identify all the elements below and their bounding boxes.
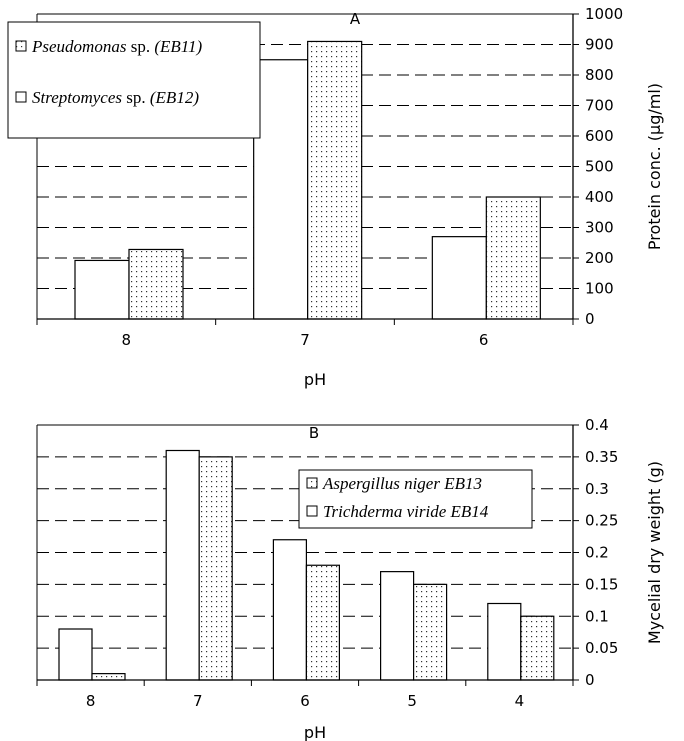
y-tick-label: 0.3 (585, 480, 609, 498)
legend-entry: Aspergillus niger EB13 (322, 474, 482, 493)
bar-white-7 (253, 59, 309, 320)
x-axis-label: pH (304, 723, 326, 741)
legend-entry: Streptomyces sp. (EB12) (32, 88, 199, 107)
y-tick-label: 600 (585, 127, 614, 145)
bar-dotted-6 (485, 196, 541, 320)
bar-dotted-8 (128, 248, 184, 320)
legend: Aspergillus niger EB13 Trichderma viride … (298, 469, 533, 529)
y-tick-label: 0 (585, 671, 595, 689)
legend-entry: Pseudomonas sp. (EB11) (31, 37, 202, 56)
y-tick-label: 100 (585, 280, 614, 298)
y-tick-label: 800 (585, 66, 614, 84)
legend: Pseudomonas sp. (EB11) Streptomyces sp. (… (7, 21, 261, 139)
bar-white-6 (272, 539, 307, 681)
legend-entry: Trichderma viride EB14 (323, 502, 489, 521)
bar-dotted-7 (307, 40, 363, 320)
bar-dotted-5 (413, 583, 448, 681)
legend-box (7, 21, 261, 139)
bar-white-7 (165, 449, 200, 681)
y-tick-label: 0.1 (585, 607, 609, 625)
x-tick-label: 7 (300, 331, 310, 349)
bar-dotted-6 (305, 564, 340, 681)
chart-b: 0 0.05 0.1 0.15 0.2 0.25 0.3 0.35 0.4 8 7 6 5 4 pH Myce… (36, 416, 664, 741)
x-axis-label: pH (304, 370, 326, 389)
y-tick-label: 0.4 (585, 416, 609, 434)
x-tick-label: 6 (479, 331, 489, 349)
y-tick-label: 700 (585, 97, 614, 115)
bar-dotted-8 (91, 673, 126, 681)
x-tick-label: 8 (122, 331, 132, 349)
legend-box (298, 469, 533, 529)
legend-swatch-dotted (15, 40, 27, 52)
bar-white-6 (431, 236, 487, 320)
chart-a: 0 100 200 300 400 500 600 700 800 900 1000 8 7 6 pH Pro… (7, 5, 664, 389)
bar-white-8 (74, 259, 130, 320)
y-tick-label: 300 (585, 219, 614, 237)
panel-label: B (309, 424, 319, 442)
x-tick-label: 6 (300, 692, 310, 710)
y-tick-label: 500 (585, 158, 614, 176)
bar-white-5 (380, 571, 415, 681)
y-tick-label: 0.35 (585, 448, 618, 466)
legend-entry-plain: sp. (122, 88, 150, 107)
legend-swatch-white (15, 91, 27, 103)
legend-entry-italic: Streptomyces (32, 88, 122, 107)
y-tick-label: 0 (585, 310, 595, 328)
y-tick-label: 0.2 (585, 544, 609, 562)
y-axis-label: Mycelial dry weight (g) (645, 461, 664, 644)
x-tick-label: 5 (407, 692, 417, 710)
panel-label: A (350, 10, 361, 28)
legend-swatch-white (306, 505, 318, 517)
legend-entry-suffix: (EB12) (150, 88, 199, 107)
legend-entry-italic: Pseudomonas (31, 37, 127, 56)
legend-swatch-dotted (306, 477, 318, 489)
bar-white-8 (58, 628, 93, 681)
y-axis-label: Protein conc. (µg/ml) (645, 83, 664, 250)
y-tick-label: 200 (585, 249, 614, 267)
bar-white-4 (487, 602, 522, 681)
y-tick-label: 0.15 (585, 575, 618, 593)
x-tick-label: 7 (193, 692, 203, 710)
bar-dotted-4 (520, 615, 555, 681)
x-tick-label: 8 (86, 692, 96, 710)
y-tick-label: 0.25 (585, 512, 618, 530)
y-tick-label: 900 (585, 36, 614, 54)
y-tick-label: 1000 (585, 5, 623, 23)
x-tick-label: 4 (515, 692, 525, 710)
y-tick-label: 0.05 (585, 639, 618, 657)
legend-entry-plain: sp. (126, 37, 154, 56)
legend-entry-italic: Aspergillus niger EB13 (322, 474, 482, 493)
legend-entry-suffix: (EB11) (154, 37, 202, 56)
legend-entry-italic: Trichderma viride EB14 (323, 502, 489, 521)
bar-dotted-7 (198, 456, 233, 681)
y-tick-label: 400 (585, 188, 614, 206)
